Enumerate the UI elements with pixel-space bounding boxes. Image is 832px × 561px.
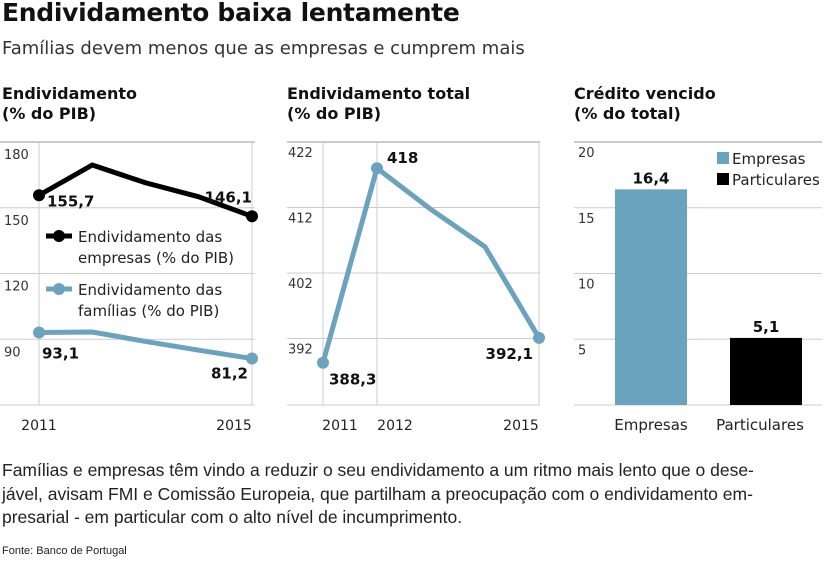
chart2-point — [533, 331, 545, 344]
chart1-legend-label: Endividamento das — [78, 228, 222, 246]
chart2-data-label: 392,1 — [486, 345, 533, 363]
chart3-legend-swatch — [717, 173, 729, 185]
chart1-series-line — [38, 329, 253, 362]
chart1-y-tick: 120 — [4, 280, 29, 295]
page-subtitle: Famílias devem menos que as empresas e c… — [2, 38, 525, 59]
chart2-y-tick: 392 — [288, 343, 313, 358]
chart2-y-tick: 402 — [288, 277, 313, 292]
chart2-title-line1: Endividamento total — [287, 84, 471, 103]
chart1-y-tick: 150 — [4, 214, 29, 229]
chart1-data-label: 155,7 — [47, 192, 94, 210]
chart3-title-line1: Crédito vencido — [574, 84, 716, 103]
chart1-point — [246, 210, 258, 223]
chart2-title-line2: (% do PIB) — [287, 104, 382, 123]
chart3-bar — [730, 337, 802, 405]
chart3-data-label: 16,4 — [632, 169, 669, 187]
chart1-point — [33, 326, 45, 339]
body-paragraph: Famílias e empresas têm vindo a reduzir … — [2, 459, 828, 530]
chart3-y-tick: 15 — [578, 212, 595, 227]
chart1-x-tick: 2011 — [21, 418, 57, 434]
chart3-y-tick: 10 — [578, 278, 595, 293]
chart3-x-tick: Particulares — [716, 416, 804, 434]
chart2-data-label: 418 — [387, 149, 418, 167]
chart3-legend-label: Empresas — [732, 150, 806, 168]
chart3-x-tick: Empresas — [614, 416, 688, 434]
chart1-title: Endividamento (% do PIB) — [2, 84, 137, 124]
chart2-series-line — [320, 165, 542, 364]
chart1-legend-marker — [53, 230, 65, 242]
chart1-legend-label: Endividamento das — [78, 281, 222, 299]
chart1-point — [246, 352, 258, 365]
chart1-series-line — [37, 162, 253, 219]
chart1-title-line2: (% do PIB) — [2, 104, 97, 123]
chart2-x-tick: 2011 — [322, 418, 358, 434]
chart3-y-tick: 20 — [578, 146, 595, 161]
chart1-title-line1: Endividamento — [2, 84, 137, 103]
chart1-point — [33, 189, 45, 202]
chart1-y-tick: 180 — [4, 148, 29, 163]
chart1-data-label: 146,1 — [205, 188, 252, 206]
chart3-title: Crédito vencido (% do total) — [574, 84, 716, 124]
chart2-y-tick: 412 — [288, 212, 313, 227]
chart2-point — [317, 356, 329, 369]
chart2-data-label: 388,3 — [329, 371, 376, 389]
body-line-1: Famílias e empresas têm vindo a reduzir … — [2, 460, 754, 480]
source-note: Fonte: Banco de Portugal — [2, 545, 127, 557]
body-line-2: jável, avisam FMI e Comissão Europeia, q… — [2, 483, 753, 504]
chart1-data-label: 93,1 — [42, 344, 79, 362]
chart1-legend-label: empresas (% do PIB) — [78, 249, 234, 267]
chart3-y-tick: 5 — [578, 343, 586, 358]
chart3-legend-swatch — [717, 152, 729, 164]
chart3-legend-label: Particulares — [732, 171, 820, 189]
page-title: Endividamento baixa lentamente — [2, 0, 460, 27]
chart3-data-label: 5,1 — [753, 318, 780, 336]
chart3-title-line2: (% do total) — [574, 104, 681, 123]
body-line-3: presarial - em particular com o alto nív… — [2, 507, 463, 527]
chart3-bar — [615, 189, 687, 405]
chart1-data-label: 81,2 — [211, 365, 248, 383]
chart1-legend-marker — [53, 283, 65, 295]
chart1-x-tick: 2015 — [216, 418, 252, 434]
chart1-legend-label: famílias (% do PIB) — [78, 302, 219, 320]
chart2-x-tick: 2012 — [377, 418, 413, 434]
chart2-x-tick: 2015 — [503, 418, 539, 434]
chart2-title: Endividamento total (% do PIB) — [287, 84, 470, 124]
chart2-y-tick: 422 — [288, 146, 313, 161]
chart1-y-tick: 90 — [4, 345, 21, 360]
chart2-point — [371, 162, 383, 175]
